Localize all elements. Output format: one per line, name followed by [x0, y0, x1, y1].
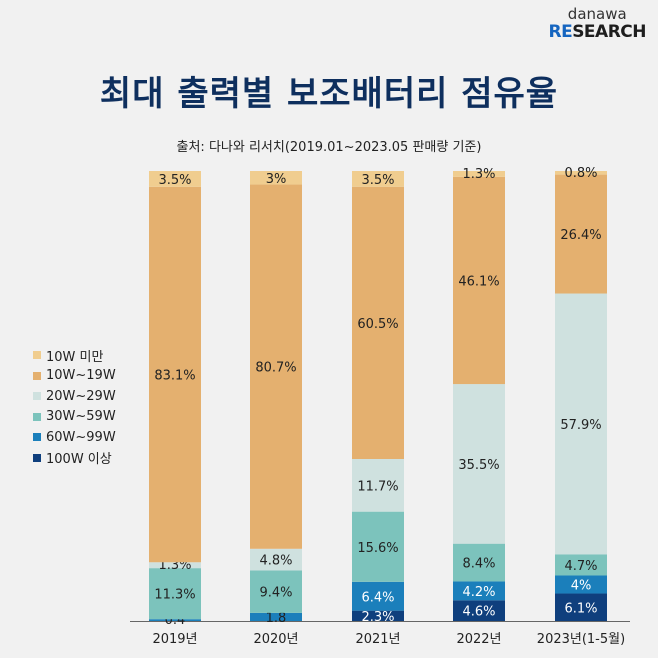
- bar-segment: [250, 548, 302, 571]
- bar-segment: [149, 562, 201, 569]
- bar-segment: [555, 575, 607, 594]
- bar-segment: [352, 511, 404, 582]
- logo-line1: danawa: [567, 5, 627, 23]
- data-label: 80.7%: [255, 361, 296, 376]
- data-label: 11.3%: [154, 588, 195, 603]
- bar-segment: [149, 186, 201, 563]
- legend: 10W 미만 10W~19W 20W~29W 30W~59W 60W~99W 100W 이…: [33, 345, 116, 468]
- bar-segment: [149, 619, 201, 621]
- legend-swatch: [33, 371, 41, 380]
- legend-swatch: [33, 453, 41, 462]
- bar-segment: [453, 171, 505, 177]
- data-label: 3.5%: [361, 173, 394, 188]
- bar-segment: [352, 459, 404, 512]
- legend-label: 10W 미만: [46, 349, 104, 365]
- legend-swatch: [33, 351, 41, 360]
- data-label: 8.4%: [462, 557, 495, 572]
- legend-label: 30W~59W: [46, 409, 116, 425]
- x-tick-label: 2023년(1-5월): [537, 632, 625, 647]
- bar-segment: [555, 174, 607, 294]
- x-tick-label: 2021년: [355, 632, 400, 647]
- bar-segment: [250, 612, 302, 621]
- data-label: 46.1%: [458, 274, 499, 289]
- bar-segment: [149, 171, 201, 187]
- bar-segment: [250, 184, 302, 549]
- data-label: 26.4%: [560, 228, 601, 243]
- chart-title: 최대 출력별 보조배터리 점유율: [99, 74, 559, 114]
- bar-segment: [555, 554, 607, 576]
- bar-segment: [453, 384, 505, 544]
- x-tick-label: 2019년: [152, 632, 197, 647]
- data-label: 4.6%: [462, 605, 495, 620]
- data-label: 60.5%: [357, 317, 398, 332]
- data-label: 4.8%: [259, 554, 292, 569]
- legend-label: 20W~29W: [46, 388, 116, 404]
- data-label: 83.1%: [154, 369, 195, 384]
- data-label: 2.3%: [361, 610, 394, 625]
- legend-item: 10W~19W: [33, 366, 116, 387]
- data-label: 3.5%: [158, 173, 191, 188]
- legend-item: 60W~99W: [33, 427, 116, 448]
- logo-rest: SEARCH: [572, 22, 646, 42]
- bar-segment: [555, 171, 607, 175]
- legend-item: 20W~29W: [33, 386, 116, 407]
- bar-segment: [555, 293, 607, 555]
- bar-segment: [555, 593, 607, 621]
- legend-item: 100W 이상: [33, 448, 116, 469]
- legend-label: 10W~19W: [46, 368, 116, 384]
- data-label: 6.1%: [564, 601, 597, 616]
- legend-swatch: [33, 392, 41, 401]
- data-label: 0.8%: [564, 166, 597, 181]
- data-label: 57.9%: [560, 418, 601, 433]
- bar-segment: [453, 176, 505, 385]
- data-label: 1.3%: [462, 167, 495, 182]
- data-label: 15.6%: [357, 541, 398, 556]
- legend-item: 30W~59W: [33, 407, 116, 428]
- legend-label: 100W 이상: [46, 452, 112, 468]
- bar-segment: [352, 610, 404, 621]
- legend-item: 10W 미만: [33, 345, 116, 366]
- danawa-research-logo: danawa RESEARCH: [548, 6, 646, 41]
- x-tick-label: 2020년: [253, 632, 298, 647]
- bar-segment: [250, 570, 302, 613]
- data-label: 4.2%: [462, 585, 495, 600]
- bar-segment: [352, 171, 404, 187]
- chart-source: 출처: 다나와 리서치(2019.01~2023.05 판매량 기준): [176, 140, 482, 155]
- data-label: 11.7%: [357, 479, 398, 494]
- data-label: 3%: [266, 172, 287, 187]
- data-label: 1.8: [266, 611, 287, 626]
- legend-swatch: [33, 433, 41, 442]
- bar-segment: [453, 600, 505, 621]
- legend-label: 60W~99W: [46, 429, 116, 445]
- bar-segment: [453, 543, 505, 582]
- bar-segment: [250, 171, 302, 185]
- data-label: 9.4%: [259, 586, 292, 601]
- bar-segment: [149, 568, 201, 620]
- bar-segment: [453, 581, 505, 601]
- data-label: 4%: [571, 579, 592, 594]
- bar-segment: [352, 581, 404, 611]
- legend-swatch: [33, 412, 41, 421]
- logo-accent: RE: [548, 22, 573, 42]
- x-tick-label: 2022년: [456, 632, 501, 647]
- data-label: 4.7%: [564, 559, 597, 574]
- data-label: 6.4%: [361, 590, 394, 605]
- bar-segment: [352, 186, 404, 459]
- data-label: 35.5%: [458, 458, 499, 473]
